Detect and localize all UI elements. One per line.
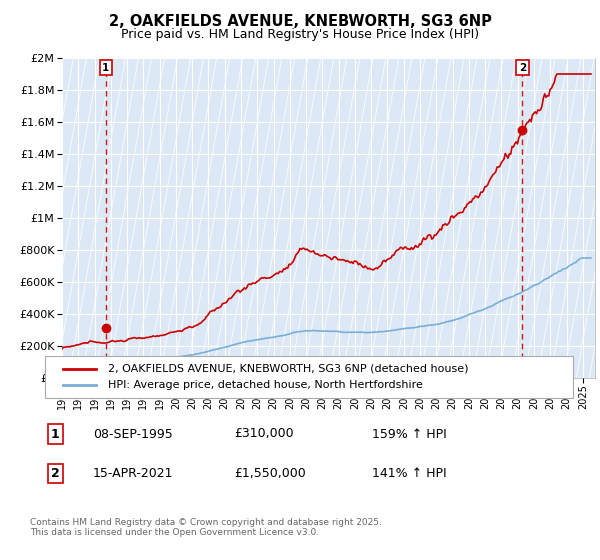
Text: Contains HM Land Registry data © Crown copyright and database right 2025.
This d: Contains HM Land Registry data © Crown c… — [30, 518, 382, 538]
Text: 159% ↑ HPI: 159% ↑ HPI — [372, 427, 447, 441]
Text: 1: 1 — [102, 63, 109, 73]
Text: 2: 2 — [519, 63, 526, 73]
Text: 2, OAKFIELDS AVENUE, KNEBWORTH, SG3 6NP (detached house): 2, OAKFIELDS AVENUE, KNEBWORTH, SG3 6NP … — [108, 363, 469, 374]
Text: 08-SEP-1995: 08-SEP-1995 — [93, 427, 173, 441]
Text: 141% ↑ HPI: 141% ↑ HPI — [372, 466, 446, 480]
Text: 2: 2 — [51, 466, 60, 480]
Text: £1,550,000: £1,550,000 — [234, 466, 306, 480]
Text: 2, OAKFIELDS AVENUE, KNEBWORTH, SG3 6NP: 2, OAKFIELDS AVENUE, KNEBWORTH, SG3 6NP — [109, 14, 491, 29]
Text: 15-APR-2021: 15-APR-2021 — [93, 466, 173, 480]
Text: HPI: Average price, detached house, North Hertfordshire: HPI: Average price, detached house, Nort… — [108, 380, 423, 390]
Text: £310,000: £310,000 — [234, 427, 293, 441]
Text: Price paid vs. HM Land Registry's House Price Index (HPI): Price paid vs. HM Land Registry's House … — [121, 28, 479, 41]
Text: 1: 1 — [51, 427, 60, 441]
